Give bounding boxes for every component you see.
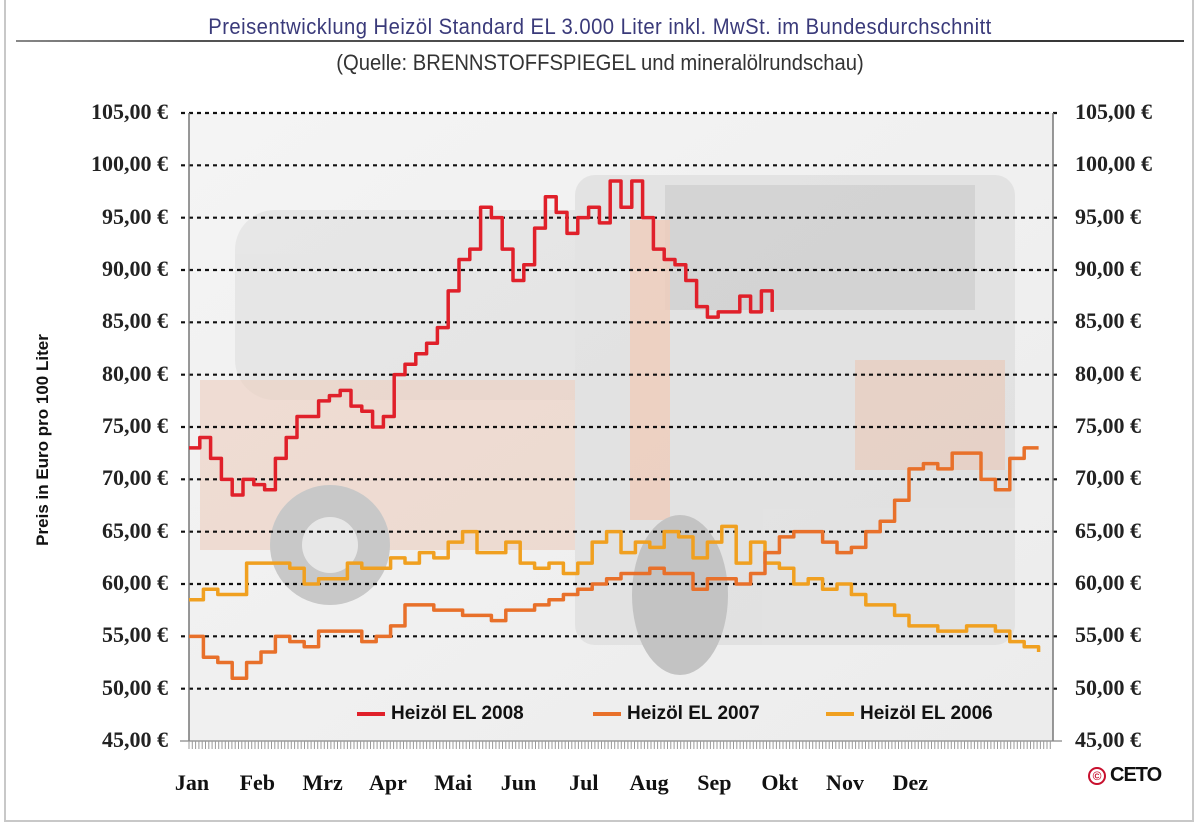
gridlines (181, 111, 1061, 690)
y-tick-label: 100,00 € (91, 151, 168, 177)
x-tick-label: Mai (434, 770, 473, 795)
data-series (189, 179, 1041, 680)
truck-background-image (200, 175, 1015, 675)
y-tick-label: 75,00 € (102, 413, 168, 438)
x-tick-label: Sep (697, 770, 732, 795)
y-tick-label: 50,00 € (1075, 674, 1141, 700)
y-tick-label: 105,00 € (1075, 99, 1152, 124)
x-axis-ticks (188, 741, 1051, 749)
y-tick-label: 70,00 € (102, 465, 168, 491)
y-tick-label: 105,00 € (91, 99, 168, 124)
legend-swatch-2007 (593, 712, 621, 716)
legend-swatch-2008 (357, 712, 385, 716)
legend-label-2006: Heizöl EL 2006 (860, 703, 993, 724)
y-tick-label: 85,00 € (1075, 308, 1141, 334)
ceto-logo: © CETO (1088, 764, 1162, 787)
x-tick-label: Feb (239, 770, 276, 795)
y-tick-label: 90,00 € (1075, 256, 1141, 281)
x-tick-label: Nov (826, 770, 864, 795)
y-tick-label: 65,00 € (102, 517, 168, 543)
chart-frame (4, 0, 1194, 822)
y-tick-label: 55,00 € (102, 622, 168, 648)
series-line-2006 (189, 524, 1041, 653)
y-tick-label: 100,00 € (1075, 151, 1152, 177)
y-tick-label: 80,00 € (102, 360, 168, 386)
logo-text: CETO (1110, 764, 1162, 786)
y-tick-label: 50,00 € (102, 674, 168, 700)
x-tick-label: Mrz (302, 770, 343, 795)
y-tick-label: 60,00 € (1075, 570, 1141, 595)
x-tick-label: Dez (892, 770, 929, 795)
y-tick-label: 55,00 € (1075, 622, 1141, 648)
y-tick-label: 75,00 € (1075, 413, 1141, 438)
y-tick-label: 95,00 € (102, 203, 168, 229)
y-tick-label: 65,00 € (1075, 517, 1141, 543)
legend-item-2008: Heizöl EL 2008 (357, 703, 524, 725)
y-tick-label: 45,00 € (1075, 727, 1141, 752)
x-tick-label: Okt (761, 770, 799, 795)
y-tick-label: 70,00 € (1075, 465, 1141, 491)
y-tick-label: 60,00 € (102, 570, 168, 595)
legend-swatch-2006 (826, 712, 854, 716)
y-tick-label: 85,00 € (102, 308, 168, 334)
x-tick-label: Jun (500, 770, 537, 795)
x-tick-label: Jul (569, 770, 599, 795)
copyright-icon: © (1088, 766, 1106, 785)
legend-label-2007: Heizöl EL 2007 (627, 703, 760, 724)
x-tick-label: Aug (629, 770, 669, 795)
y-tick-label: 90,00 € (102, 256, 168, 281)
legend-label-2008: Heizöl EL 2008 (391, 703, 524, 724)
legend-item-2007: Heizöl EL 2007 (593, 703, 760, 725)
series-line-2007 (189, 446, 1039, 680)
y-tick-label: 95,00 € (1075, 203, 1141, 229)
x-tick-label: Apr (368, 770, 407, 795)
series-line-2008 (189, 179, 774, 497)
y-tick-label: 80,00 € (1075, 360, 1141, 386)
x-tick-label: Jan (174, 770, 210, 795)
chart-title: Preisentwicklung Heizöl Standard EL 3.00… (208, 14, 992, 39)
legend-item-2006: Heizöl EL 2006 (826, 703, 993, 725)
chart-subtitle: (Quelle: BRENNSTOFFSPIEGEL und mineralöl… (336, 50, 864, 75)
title-divider (16, 40, 1184, 42)
y-tick-label: 45,00 € (102, 727, 168, 752)
